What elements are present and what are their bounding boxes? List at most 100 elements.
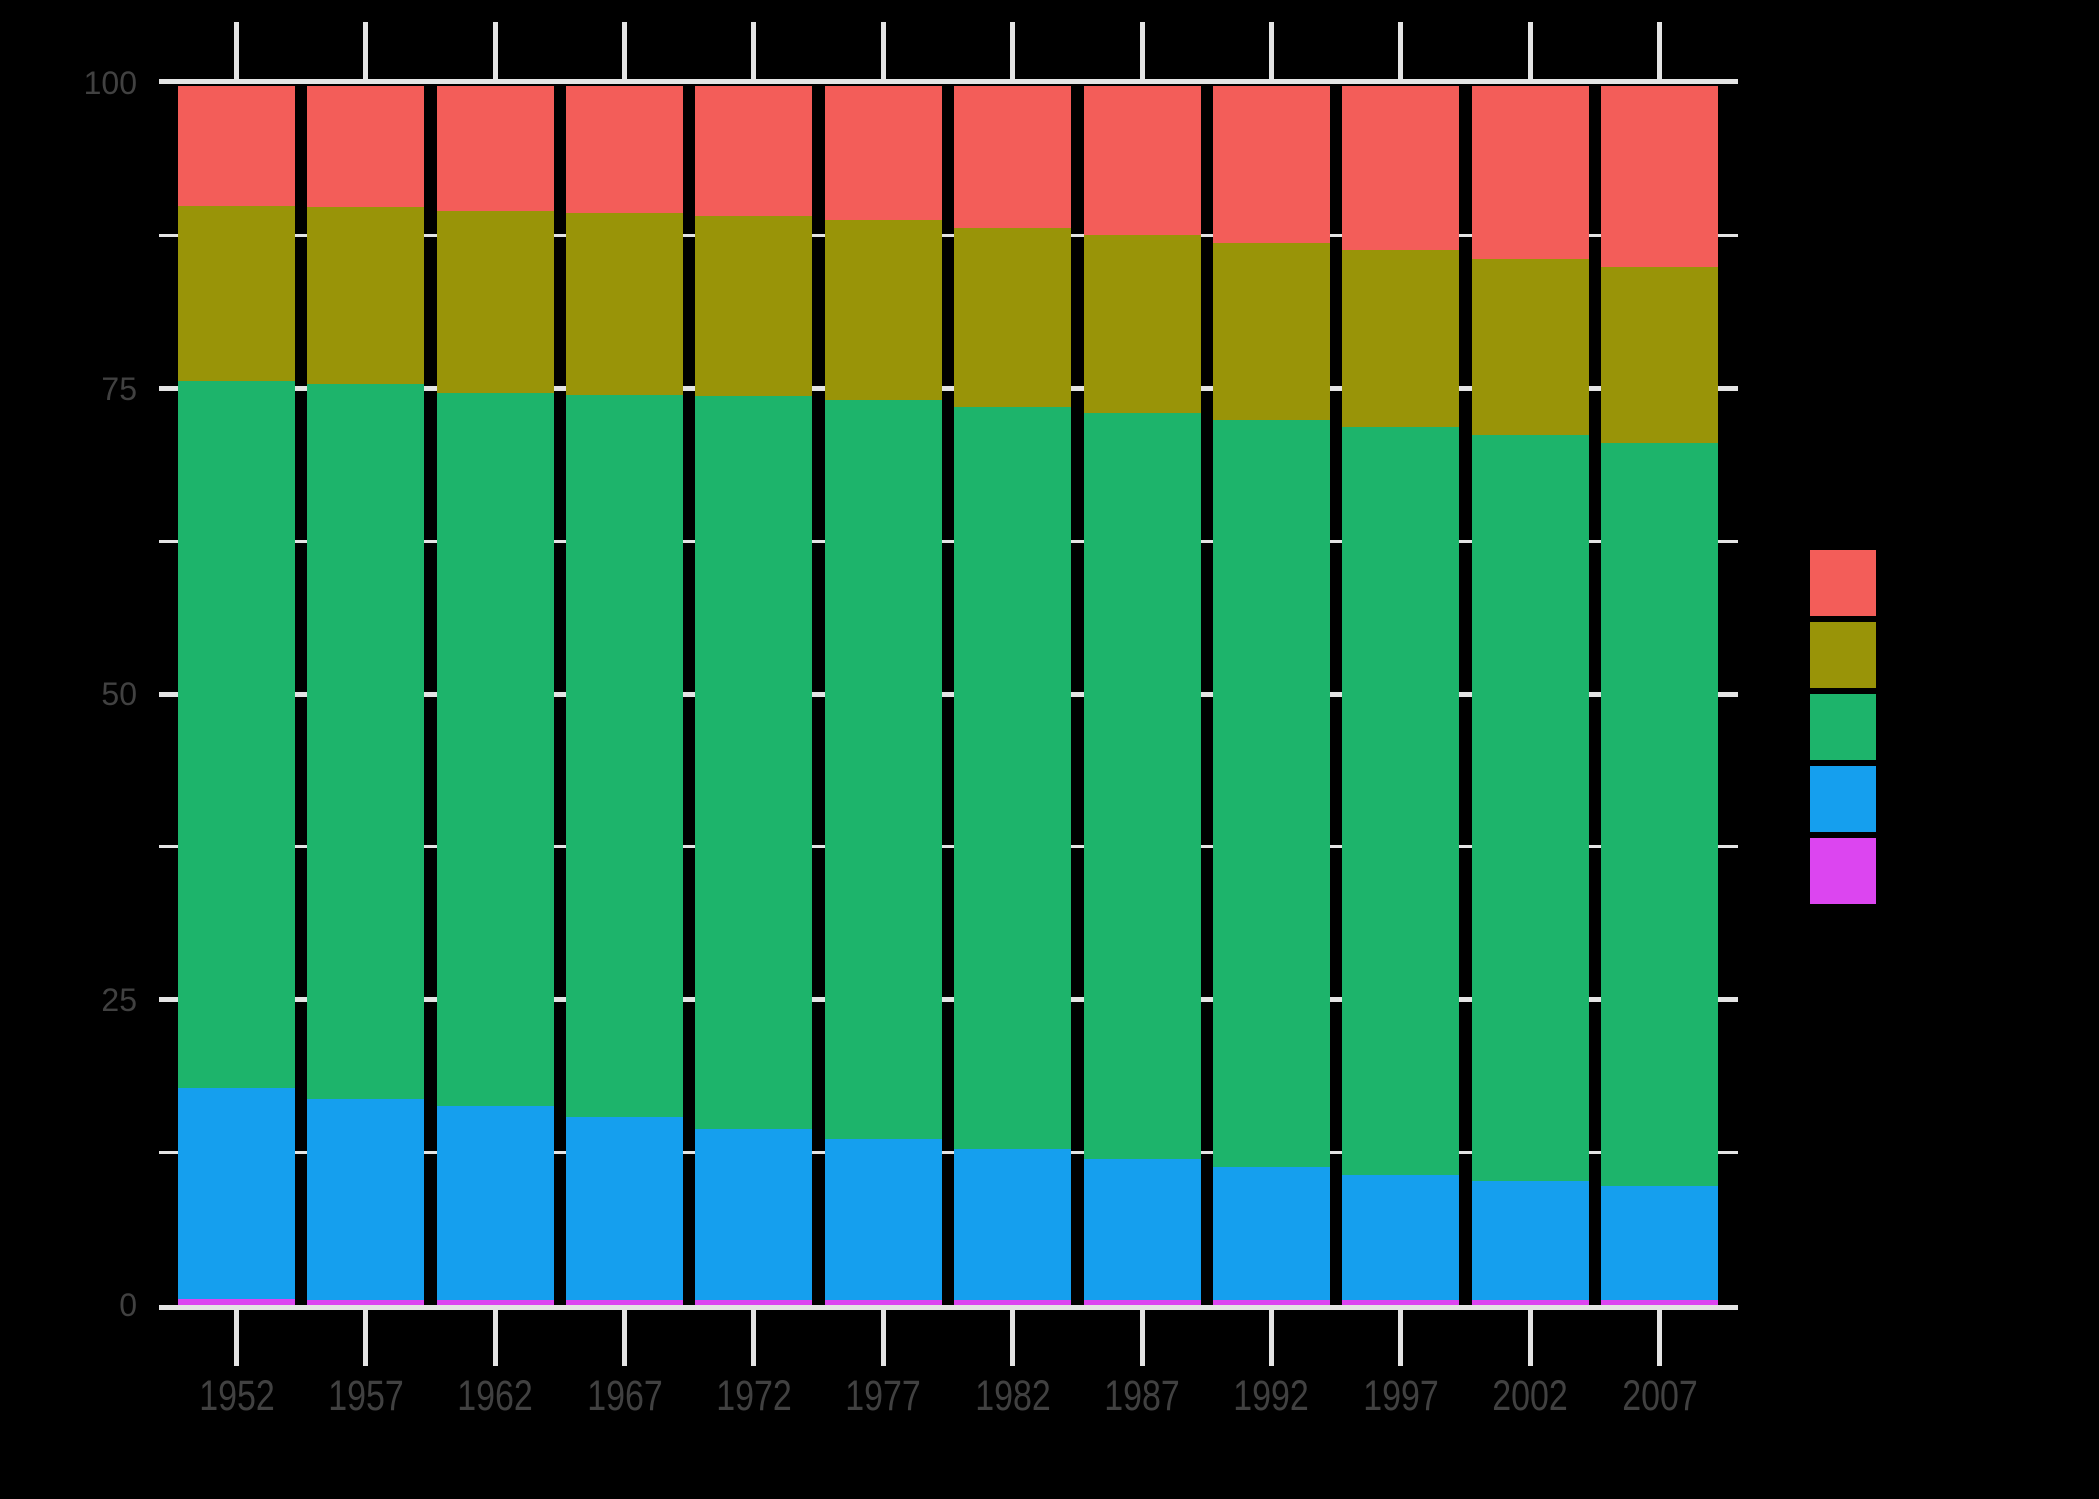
x-tick-label: 1987 [1104,1372,1180,1420]
bar-1952 [178,86,295,1305]
x-tick-label: 1957 [328,1372,404,1420]
legend-swatch-salmon [1810,550,1876,616]
y-minor-gridline [159,539,1738,543]
y-major-gridline [159,79,1738,84]
bar-segment-green [1083,412,1201,1160]
bar-1987 [1083,86,1201,1305]
bar-1957 [307,86,425,1305]
x-gridline-top-segment [880,22,886,84]
bar-segment-green [307,383,425,1100]
x-gridline-top-segment [363,22,369,84]
x-tick-label: 1992 [1233,1372,1310,1420]
x-gridline-top-segment [1398,22,1404,84]
bar-segment-green [178,381,295,1088]
bar-segment-green [824,399,942,1140]
legend-swatch-blue [1810,766,1876,832]
bar-segment-blue [178,1087,295,1300]
bar-segment-magenta [1212,1300,1330,1305]
bar-segment-olive [1471,258,1589,435]
bar-segment-magenta [1083,1300,1201,1305]
bar-segment-salmon [307,86,425,208]
x-gridline-top-segment [1010,22,1016,84]
bar-segment-blue [1601,1186,1718,1301]
bar-segment-blue [307,1099,425,1300]
bar-segment-magenta [1342,1300,1460,1305]
bar-segment-olive [954,227,1072,408]
bar-segment-olive [307,207,425,384]
bar-segment-green [695,396,813,1130]
bar-segment-salmon [436,86,554,211]
bar-segment-magenta [307,1299,425,1305]
bar-segment-blue [695,1129,813,1300]
x-gridline-bottom-segment [1268,1305,1274,1366]
y-major-gridline [159,1305,1738,1310]
bar-segment-olive [178,206,295,382]
x-tick-label: 1962 [457,1372,533,1420]
y-tick-label: 75 [101,370,137,407]
y-major-gridline [159,386,1738,391]
x-gridline-bottom-segment [1010,1305,1016,1366]
bar-1972 [695,86,813,1305]
bar-segment-olive [436,210,554,393]
x-gridline-bottom-segment [1139,1305,1145,1366]
legend-swatch-olive [1810,622,1876,688]
x-gridline-top-segment [1139,22,1145,84]
bar-segment-green [566,395,684,1118]
x-gridline-bottom-segment [751,1305,757,1366]
bar-segment-olive [1212,243,1330,420]
bar-segment-olive [695,215,813,397]
x-gridline-bottom-segment [1657,1305,1662,1366]
bar-segment-blue [566,1117,684,1300]
bar-segment-salmon [1212,86,1330,244]
bar-segment-green [1342,426,1460,1175]
bar-segment-magenta [436,1299,554,1305]
y-tick-label: 25 [101,981,137,1018]
bar-segment-salmon [695,86,813,216]
bar-segment-magenta [824,1299,942,1305]
bar-segment-olive [566,213,684,396]
legend-swatch-magenta [1810,838,1876,904]
y-minor-gridline [159,234,1738,238]
x-gridline-top-segment [622,22,628,84]
x-tick-label: 2007 [1621,1372,1698,1420]
x-gridline-bottom-segment [234,1305,239,1366]
x-tick-label: 1952 [198,1372,275,1420]
bar-segment-blue [954,1149,1072,1301]
bar-1992 [1212,86,1330,1305]
x-gridline-bottom-segment [1398,1305,1404,1366]
bar-segment-salmon [1471,86,1589,259]
y-minor-gridline [159,845,1738,849]
bar-segment-olive [1342,250,1460,427]
bar-segment-salmon [1601,86,1718,268]
bar-segment-green [1471,434,1589,1181]
bar-segment-salmon [824,86,942,221]
y-tick-label: 100 [83,65,137,101]
bar-segment-salmon [566,86,684,214]
bar-segment-blue [1471,1180,1589,1301]
x-gridline-top-segment [1268,22,1274,84]
x-gridline-bottom-segment [622,1305,628,1366]
bar-segment-blue [824,1139,942,1300]
bar-segment-salmon [1083,86,1201,236]
x-gridline-bottom-segment [1527,1305,1533,1366]
chart-panel [159,22,1738,1366]
bar-segment-magenta [1601,1300,1718,1305]
x-tick-label: 1967 [586,1372,663,1420]
bar-1962 [436,86,554,1305]
bar-segment-blue [436,1106,554,1300]
x-gridline-top-segment [1527,22,1533,84]
bar-segment-magenta [954,1300,1072,1305]
bar-segment-magenta [695,1299,813,1305]
bar-segment-olive [824,220,942,400]
x-gridline-top-segment [751,22,757,84]
bar-segment-salmon [178,86,295,207]
bar-segment-green [1212,419,1330,1168]
x-gridline-top-segment [234,22,239,84]
y-major-gridline [159,691,1738,697]
bar-segment-blue [1083,1159,1201,1301]
bar-1967 [566,86,684,1305]
x-tick-label: 1972 [716,1372,792,1420]
x-gridline-bottom-segment [363,1305,369,1366]
bar-segment-salmon [1342,86,1460,251]
